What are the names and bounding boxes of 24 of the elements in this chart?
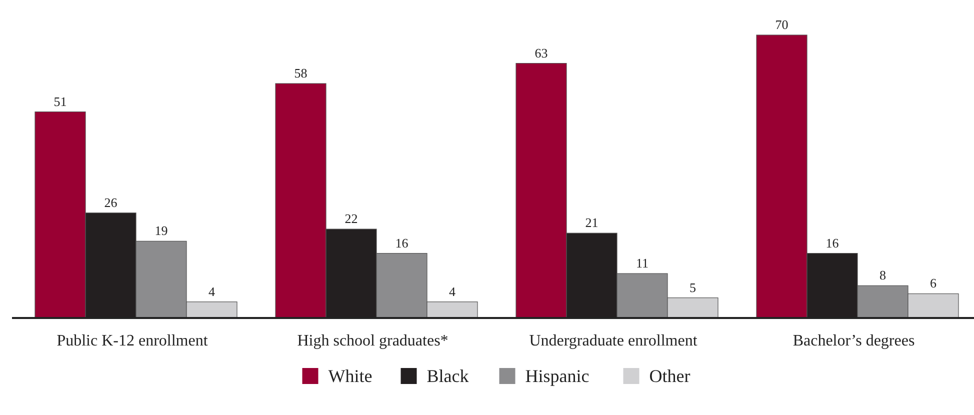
x-tick-label: Undergraduate enrollment <box>529 332 698 350</box>
data-label: 19 <box>154 223 168 238</box>
x-tick-label: High school graduates* <box>297 332 448 350</box>
legend-label: Black <box>426 366 469 386</box>
legend-label: Hispanic <box>525 366 590 386</box>
data-label: 4 <box>449 284 456 299</box>
legend-label: Other <box>649 366 690 386</box>
data-label: 21 <box>585 215 598 230</box>
data-label: 6 <box>930 276 937 291</box>
data-label: 5 <box>690 280 696 295</box>
data-label: 51 <box>54 94 67 109</box>
data-label: 11 <box>636 256 649 271</box>
data-label: 16 <box>826 235 840 250</box>
legend-label: White <box>328 366 372 386</box>
data-label: 4 <box>208 284 216 299</box>
data-label: 26 <box>104 194 118 210</box>
data-label: 58 <box>294 66 308 81</box>
x-tick-label: Bachelor’s degrees <box>792 332 915 350</box>
data-label: 8 <box>880 268 886 283</box>
data-label: 22 <box>344 211 358 226</box>
data-label: 63 <box>534 45 548 60</box>
data-label: 16 <box>395 235 409 250</box>
x-tick-label: Public K-12 enrollment <box>56 332 208 350</box>
data-label: 70 <box>775 17 788 32</box>
